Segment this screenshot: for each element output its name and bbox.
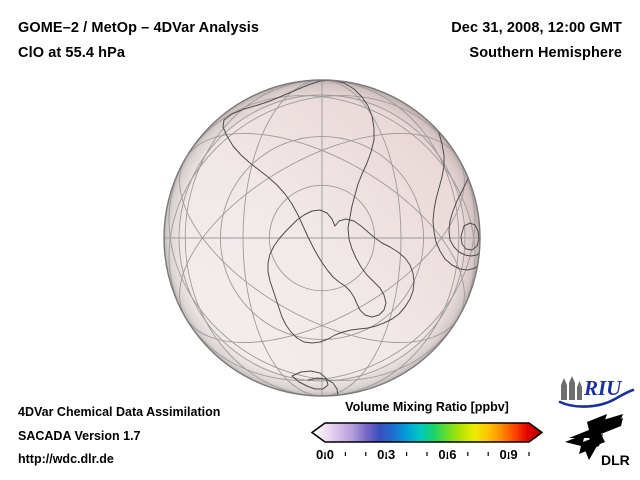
- riu-logo: RIU: [557, 374, 637, 408]
- header-right: Dec 31, 2008, 12:00 GMT Southern Hemisph…: [451, 16, 622, 66]
- colorbar-gradient-shape: [311, 422, 543, 443]
- colorbar-ticks: [311, 445, 543, 458]
- coastline-new-zealand: [307, 377, 339, 396]
- dlr-mark-icon: [565, 414, 623, 460]
- coastline-islands-southwest: [291, 370, 329, 390]
- dlr-logo-text: DLR: [601, 452, 630, 468]
- page-title: GOME–2 / MetOp – 4DVar Analysis: [18, 20, 260, 36]
- colorbar-tick-label: 0.0: [315, 447, 335, 462]
- colorbar-legend: Volume Mixing Ratio [ppbv] 0.0 0.3 0.6 0.9: [311, 400, 543, 472]
- region-label: Southern Hemisphere: [469, 45, 622, 61]
- globe-map: [162, 78, 482, 398]
- riu-logo-text: RIU: [583, 376, 623, 400]
- riu-swoosh-icon: [558, 388, 635, 408]
- coastline-madagascar: [460, 222, 480, 251]
- colorbar-tick-label: 0.9: [499, 447, 518, 462]
- colorbar-swatch: [311, 422, 543, 443]
- footer-credits: 4DVar Chemical Data Assimilation SACADA …: [18, 401, 220, 472]
- dlr-logo-svg: DLR: [565, 414, 630, 468]
- page-subtitle: ClO at 55.4 hPa: [18, 45, 126, 61]
- colorbar-tick-labels: 0.0 0.3 0.6 0.9: [311, 447, 543, 467]
- header-left: GOME–2 / MetOp – 4DVar Analysis ClO at 5…: [18, 16, 259, 66]
- riu-tower-icon: [561, 376, 582, 400]
- riu-logo-svg: RIU: [558, 376, 635, 408]
- colorbar-tick-label: 0.6: [438, 447, 457, 462]
- colorbar-tick-label: 0.3: [377, 447, 396, 462]
- footer-line-assimilation: 4DVar Chemical Data Assimilation: [18, 405, 221, 419]
- timestamp-label: Dec 31, 2008, 12:00 GMT: [451, 20, 622, 36]
- footer-line-version: SACADA Version 1.7: [18, 428, 141, 443]
- globe-outline: [163, 79, 481, 397]
- coastline-australia: [419, 383, 463, 396]
- colorbar-title: Volume Mixing Ratio [ppbv]: [345, 400, 509, 414]
- coastline-south-america: [222, 80, 387, 318]
- coastline-antarctica: [267, 209, 415, 344]
- orthographic-projection-svg: [163, 79, 481, 397]
- dlr-logo: DLR: [563, 412, 637, 468]
- footer-line-url[interactable]: http://wdc.dlr.de: [18, 452, 114, 466]
